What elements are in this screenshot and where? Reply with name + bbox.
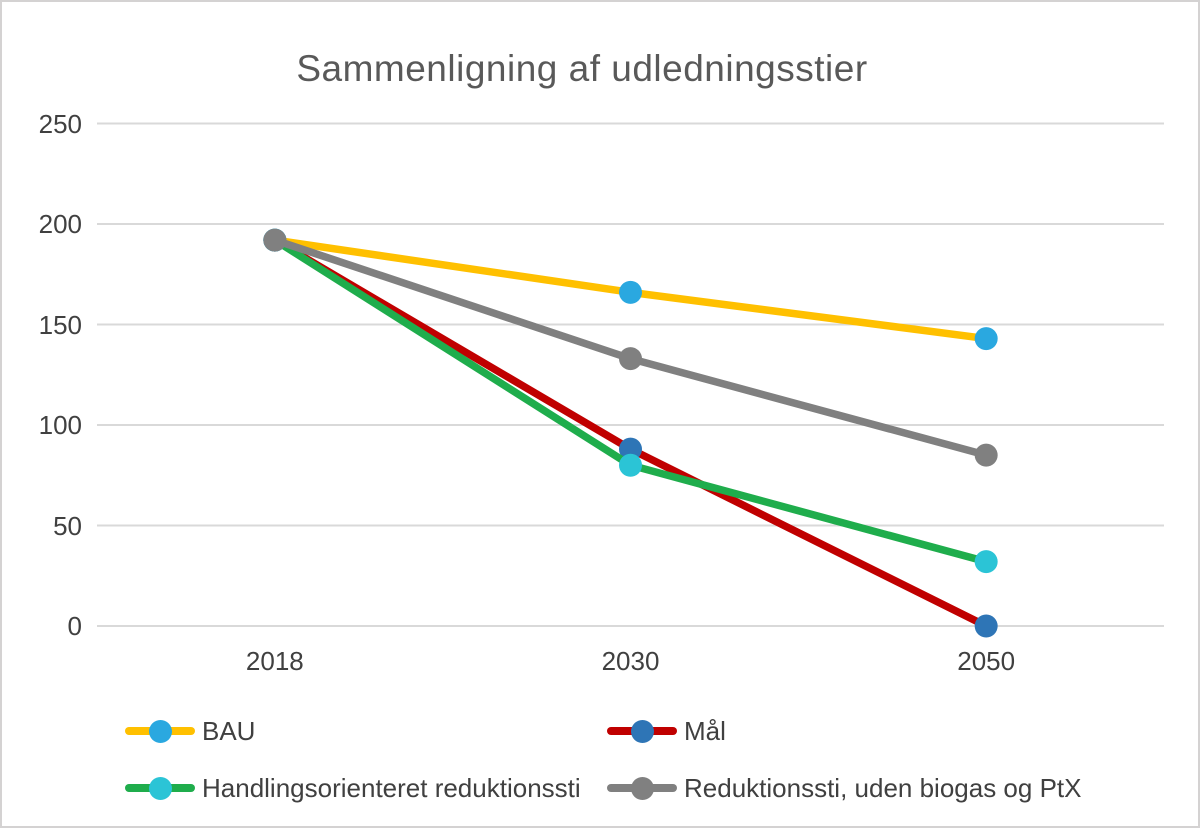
legend-label: Reduktionssti, uden biogas og PtX <box>684 772 1082 803</box>
data-point-marker <box>619 280 642 304</box>
x-tick-label: 2030 <box>601 646 660 676</box>
x-tick-label: 2018 <box>245 646 304 676</box>
data-point-marker <box>263 228 287 252</box>
legend-swatch-reduktionssti <box>607 776 677 800</box>
series-handlingsorienteret <box>263 228 998 574</box>
data-point-marker <box>619 347 642 371</box>
legend-item-handlingsorienteret: Handlingsorienteret reduktionssti <box>125 772 581 804</box>
y-tick-label: 0 <box>67 611 82 641</box>
legend-item-bau: BAU <box>125 715 255 747</box>
legend-item-maal: Mål <box>607 715 726 747</box>
legend-marker-icon <box>630 776 654 800</box>
y-tick-label: 200 <box>38 209 82 239</box>
series-reduktionssti <box>263 228 998 467</box>
legend-label: Mål <box>684 715 726 746</box>
y-tick-label: 50 <box>53 510 82 541</box>
legend-item-reduktionssti: Reduktionssti, uden biogas og PtX <box>607 772 1081 804</box>
legend-marker-icon <box>630 719 654 743</box>
legend-swatch-handlingsorienteret <box>125 776 195 800</box>
y-tick-label: 150 <box>38 309 82 340</box>
data-point-marker <box>619 437 642 461</box>
data-point-marker <box>619 453 642 477</box>
y-tick-label: 250 <box>38 108 82 139</box>
chart-title: Sammenligning af udledningsstier <box>296 48 868 89</box>
data-point-marker <box>974 327 998 351</box>
legend-label: BAU <box>202 715 256 746</box>
x-tick-label: 2050 <box>957 646 1016 676</box>
legend-swatch-bau <box>125 719 195 743</box>
gridlines <box>97 122 1164 627</box>
legend-marker-icon <box>148 776 172 800</box>
legend-marker-icon <box>148 719 172 743</box>
data-point-marker <box>974 550 998 574</box>
data-point-marker <box>974 614 998 638</box>
legend-swatch-maal <box>607 719 677 743</box>
y-tick-label: 100 <box>38 410 82 440</box>
data-point-marker <box>974 443 998 467</box>
legend-label: Handlingsorienteret reduktionssti <box>202 772 581 803</box>
series-bau <box>263 228 998 351</box>
